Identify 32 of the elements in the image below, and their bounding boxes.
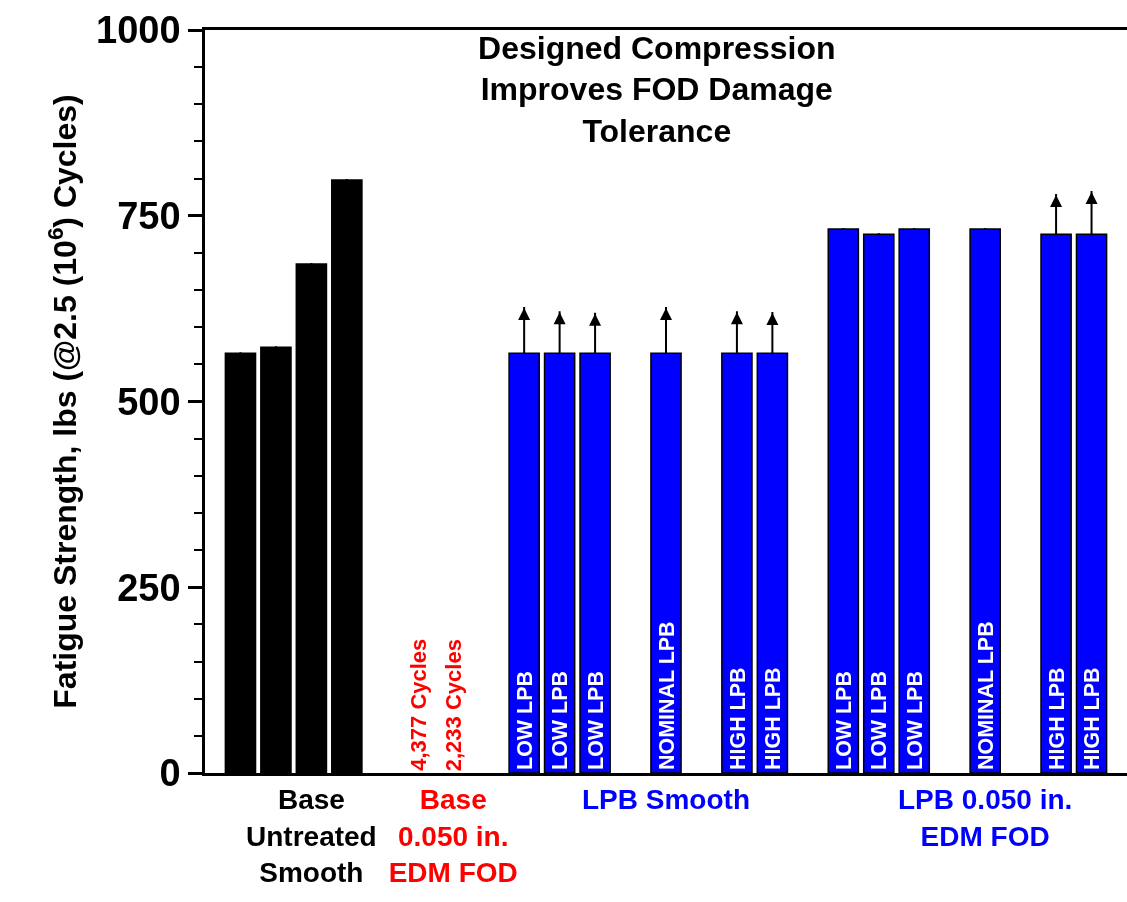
bar	[969, 228, 1001, 773]
y-tick-label: 500	[117, 380, 181, 423]
x-tick-label: Base 0.050 in. EDM FOD	[388, 784, 518, 889]
text: Designed Compression Improves FOD Damage Tolerance	[478, 29, 836, 149]
text: 4,377 Cycles	[405, 638, 431, 771]
bar	[260, 346, 292, 773]
data-label: HIGH LPB	[1044, 667, 1069, 770]
x-tick-label: Base Untreated Smooth	[246, 784, 377, 889]
data-label: LOW LPB	[831, 671, 856, 770]
data-label: HIGH LPB	[725, 667, 750, 770]
bar	[898, 228, 931, 773]
bar	[295, 263, 328, 773]
data-label: LOW LPB	[548, 671, 573, 770]
y-tick-label: 250	[117, 566, 181, 609]
bar	[331, 179, 363, 773]
data-label: LOW LPB	[583, 671, 608, 770]
y-tick-label: 750	[117, 195, 181, 238]
data-label: LOW LPB	[902, 671, 927, 770]
data-label: HIGH LPB	[760, 667, 785, 770]
data-label: NOMINAL LPB	[973, 621, 998, 770]
data-label: LOW LPB	[867, 671, 892, 770]
data-label: LOW LPB	[512, 671, 537, 770]
data-label: NOMINAL LPB	[654, 621, 679, 770]
x-tick-label: LPB Smooth	[582, 784, 750, 816]
bar	[827, 228, 860, 773]
y-tick-label: 0	[159, 752, 181, 795]
text: 2,233 Cycles	[441, 639, 467, 772]
bar	[862, 233, 895, 773]
bar	[224, 352, 257, 773]
y-tick-label: 1000	[96, 9, 181, 52]
x-tick-label: LPB 0.050 in. EDM FOD	[898, 784, 1073, 852]
data-label: HIGH LPB	[1080, 667, 1105, 770]
